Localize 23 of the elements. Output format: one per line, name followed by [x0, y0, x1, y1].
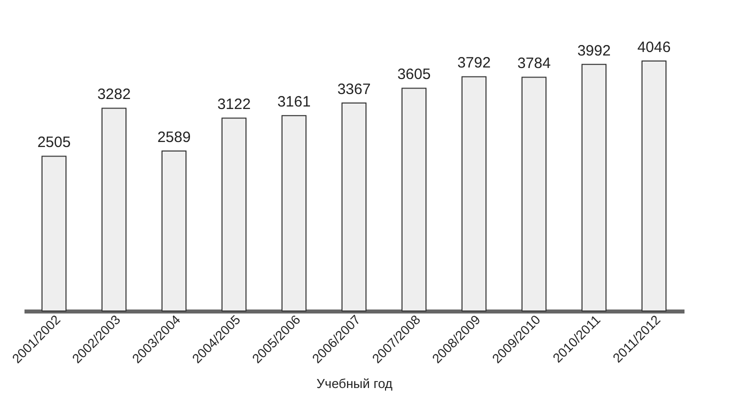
data-label: 3792 — [457, 54, 491, 72]
bar — [342, 102, 366, 312]
data-label: 3992 — [577, 42, 611, 60]
bar — [582, 64, 606, 312]
bar — [42, 156, 66, 312]
data-label: 3122 — [217, 96, 251, 114]
bar — [282, 115, 306, 312]
data-label: 3605 — [397, 66, 431, 84]
data-label: 3784 — [517, 55, 551, 72]
bar — [162, 150, 186, 312]
data-label: 3367 — [337, 80, 371, 98]
bar — [402, 88, 426, 312]
bar — [222, 118, 246, 312]
data-label: 4046 — [637, 39, 671, 56]
data-label: 2505 — [37, 134, 71, 152]
bar — [462, 76, 486, 312]
x-axis-title: Учебный год — [316, 376, 393, 392]
bar — [522, 76, 546, 312]
bar — [642, 60, 666, 312]
data-label: 2589 — [157, 129, 191, 146]
bar — [102, 108, 126, 312]
data-label: 3161 — [277, 94, 311, 111]
data-label: 3282 — [97, 86, 131, 104]
